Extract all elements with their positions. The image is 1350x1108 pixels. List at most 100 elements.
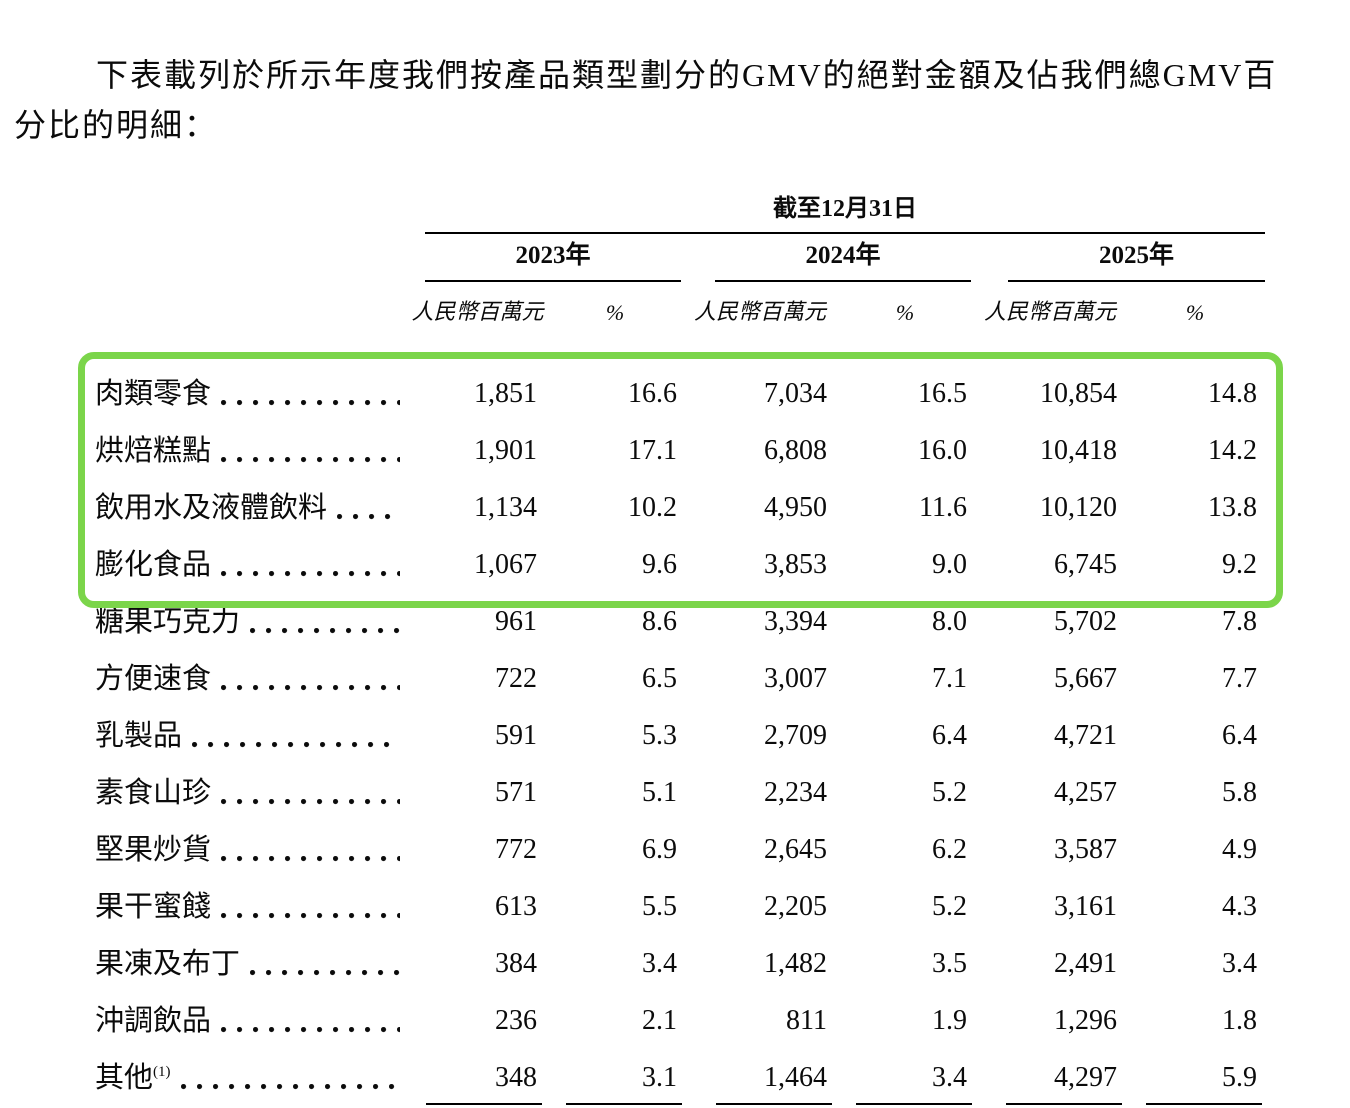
percent-2024: 8.0 [932,606,967,637]
amount-2024: 3,853 [764,549,827,580]
table-row: 果凍及布丁 384 3.4 1,482 3.5 2,491 3.4 [95,930,1265,987]
single-rule [856,1103,972,1105]
amount-2025: 10,854 [1040,378,1117,409]
category-label: 堅果炒貨 [95,834,212,867]
single-rule [566,1103,682,1105]
amount-2024: 3,007 [764,663,827,694]
amount-2024: 811 [786,1005,827,1036]
percent-2024: 6.4 [932,720,967,751]
percent-2023: 3.1 [642,1062,677,1093]
dot-leader [250,970,400,976]
percent-header: % [1185,300,1205,325]
category-label: 飲用水及液體飲料 [95,492,328,525]
percent-2023: 2.1 [642,1005,677,1036]
percent-2025: 14.2 [1208,435,1257,466]
dot-leader [221,913,400,919]
percent-2025: 5.8 [1222,777,1257,808]
percent-2024: 16.0 [918,435,967,466]
percent-header: % [895,300,915,325]
percent-2023: 6.9 [642,834,677,865]
amount-2023: 1,851 [474,378,537,409]
year-header-row: 2023年 2024年 2025年 [95,234,1265,282]
percent-2023: 9.6 [642,549,677,580]
percent-2024: 3.5 [932,948,967,979]
amount-2025: 10,120 [1040,492,1117,523]
percent-2025: 7.8 [1222,606,1257,637]
column-header-row: 人民幣百萬元 % 人民幣百萬元 % 人民幣百萬元 % [95,282,1265,330]
amount-unit-header: 人民幣百萬元 [411,299,544,324]
category-label: 其他 [95,1062,154,1095]
amount-2023: 384 [495,948,537,979]
percent-2024: 5.2 [932,777,967,808]
percent-2025: 7.7 [1222,663,1257,694]
percent-2024: 16.5 [918,378,967,409]
single-rule [1006,1103,1122,1105]
dot-leader [221,1027,400,1033]
amount-2025: 3,161 [1054,891,1117,922]
table-row: 糖果巧克力 961 8.6 3,394 8.0 5,702 7.8 [95,588,1265,645]
category-label: 烘焙糕點 [95,435,212,468]
percent-2023: 5.1 [642,777,677,808]
amount-2025: 5,667 [1054,663,1117,694]
amount-2023: 591 [495,720,537,751]
amount-2023: 348 [495,1062,537,1093]
percent-2025: 4.9 [1222,834,1257,865]
dot-leader [250,628,400,634]
amount-2024: 2,205 [764,891,827,922]
category-label: 膨化食品 [95,549,212,582]
footnote-marker: (1) [153,1064,171,1081]
amount-2023: 722 [495,663,537,694]
document-page: 下表載列於所示年度我們按產品類型劃分的GMV的絕對金額及佔我們總GMV百分比的明… [0,50,1350,1108]
subtotal-rule-row [95,1101,1265,1108]
amount-2023: 613 [495,891,537,922]
period-header: 截至12月31日 [425,188,1265,234]
percent-2025: 6.4 [1222,720,1257,751]
dot-leader [192,742,400,748]
percent-2025: 5.9 [1222,1062,1257,1093]
table-row: 沖調飲品 236 2.1 811 1.9 1,296 1.8 [95,987,1265,1044]
single-rule [426,1103,542,1105]
table-row: 堅果炒貨 772 6.9 2,645 6.2 3,587 4.9 [95,816,1265,873]
amount-2024: 2,234 [764,777,827,808]
amount-2025: 3,587 [1054,834,1117,865]
amount-2025: 4,721 [1054,720,1117,751]
percent-2025: 9.2 [1222,549,1257,580]
amount-2024: 6,808 [764,435,827,466]
year-header-2025: 2025年 [1008,235,1265,282]
percent-2025: 3.4 [1222,948,1257,979]
dot-leader [221,571,400,577]
year-header-2024: 2024年 [715,235,971,282]
amount-2023: 236 [495,1005,537,1036]
amount-2024: 2,645 [764,834,827,865]
period-header-row: 截至12月31日 [95,188,1265,234]
percent-2024: 1.9 [932,1005,967,1036]
dot-leader [221,856,400,862]
table-row: 肉類零食 1,851 16.6 7,034 16.5 10,854 14.8 [95,360,1265,417]
table-row: 飲用水及液體飲料 1,134 10.2 4,950 11.6 10,120 13… [95,474,1265,531]
percent-2023: 6.5 [642,663,677,694]
dot-leader [221,799,400,805]
category-label: 素食山珍 [95,777,212,810]
category-label: 糖果巧克力 [95,606,241,639]
category-label: 果干蜜餞 [95,891,212,924]
table-row: 乳製品 591 5.3 2,709 6.4 4,721 6.4 [95,702,1265,759]
table-row: 素食山珍 571 5.1 2,234 5.2 4,257 5.8 [95,759,1265,816]
amount-2023: 772 [495,834,537,865]
table-row: 果干蜜餞 613 5.5 2,205 5.2 3,161 4.3 [95,873,1265,930]
amount-2025: 2,491 [1054,948,1117,979]
year-header-2023: 2023年 [425,235,681,282]
percent-2025: 1.8 [1222,1005,1257,1036]
percent-2024: 5.2 [932,891,967,922]
gmv-table: 截至12月31日 2023年 2024年 2025年 人民幣百萬元 % 人民幣百… [95,188,1265,1108]
percent-2025: 4.3 [1222,891,1257,922]
amount-2024: 2,709 [764,720,827,751]
amount-2024: 1,464 [764,1062,827,1093]
dot-leader [180,1084,400,1090]
amount-2025: 5,702 [1054,606,1117,637]
amount-2024: 1,482 [764,948,827,979]
table-row: 方便速食 722 6.5 3,007 7.1 5,667 7.7 [95,645,1265,702]
table-row: 膨化食品 1,067 9.6 3,853 9.0 6,745 9.2 [95,531,1265,588]
percent-2023: 17.1 [628,435,677,466]
category-label: 沖調飲品 [95,1005,212,1038]
amount-2024: 3,394 [764,606,827,637]
